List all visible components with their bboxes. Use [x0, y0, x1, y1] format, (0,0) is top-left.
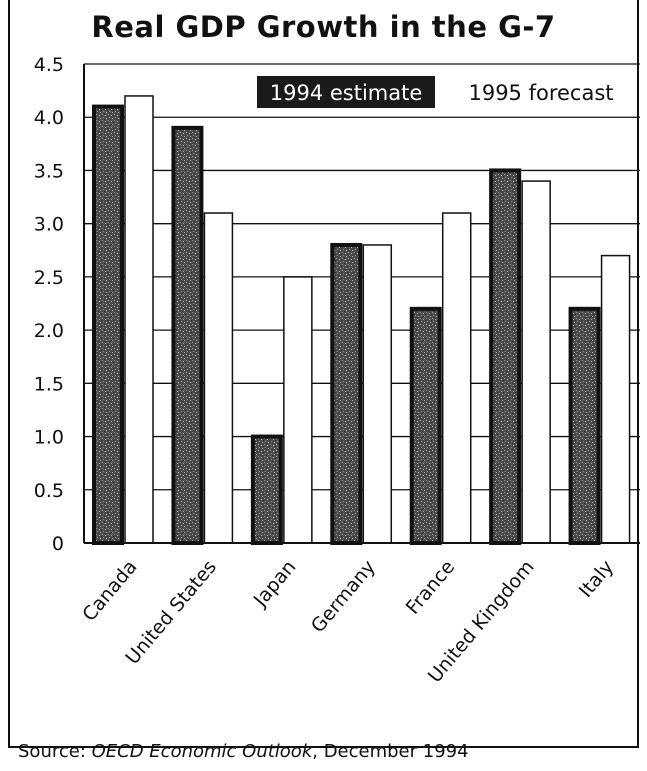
x-tick-label: Canada — [78, 556, 141, 626]
source-publication: OECD Economic Outlook — [91, 741, 313, 762]
legend: 1994 estimate 1995 forecast — [255, 71, 633, 111]
bar-1995-forecast — [521, 180, 551, 544]
bars — [92, 95, 631, 546]
y-tick-label: 3.0 — [34, 214, 64, 236]
bar-1994-estimate — [92, 104, 124, 545]
bar-1995-forecast — [283, 276, 313, 544]
chart-title: Real GDP Growth in the G-7 — [91, 10, 556, 44]
y-tick-label: 1.5 — [34, 373, 64, 395]
y-tick-label: 2.0 — [34, 320, 64, 342]
bar-chart: 00.51.01.52.02.53.03.54.04.5 CanadaUnite… — [34, 54, 640, 687]
bar-1995-forecast — [441, 212, 472, 544]
y-tick-label: 4.0 — [34, 107, 64, 129]
y-tick-label: 3.5 — [34, 160, 64, 182]
bar-1994-estimate — [489, 168, 522, 545]
x-tick-label: Germany — [307, 556, 380, 637]
bar-1995-forecast — [600, 254, 631, 544]
bar-1994-estimate — [330, 242, 363, 545]
source-suffix: , December 1994 — [312, 741, 469, 762]
y-tick-labels: 0 0.5 1.0 1.5 2.0 2.5 3.0 3.5 4.0 4.5 — [34, 54, 64, 555]
y-tick-label: 0.5 — [34, 480, 64, 502]
x-tick-label: Japan — [249, 556, 301, 612]
legend-label-1994-estimate: 1994 estimate — [270, 81, 423, 105]
bar-1994-estimate — [568, 306, 601, 546]
chart-frame — [8, 0, 639, 748]
bar-1995-forecast — [203, 212, 234, 544]
x-tick-label: Italy — [575, 556, 618, 602]
bar-1994-estimate — [171, 125, 204, 545]
legend-swatch-1995-forecast — [452, 76, 630, 108]
source-prefix: Source: — [18, 741, 92, 762]
legend-label-1995-forecast: 1995 forecast — [468, 81, 613, 105]
legend-swatch-1994-estimate — [257, 76, 435, 108]
x-tick-label: France — [402, 556, 459, 619]
bar-1994-estimate — [409, 306, 442, 546]
source-note: Source: OECD Economic Outlook, December … — [18, 741, 469, 762]
y-tick-label: 4.5 — [34, 54, 64, 76]
bar-1995-forecast — [362, 244, 393, 544]
axes — [83, 64, 640, 544]
bar-1994-estimate — [250, 434, 283, 545]
y-tick-label: 0 — [52, 533, 64, 555]
y-tick-label: 1.0 — [34, 427, 64, 449]
y-tick-label: 2.5 — [34, 267, 64, 289]
bar-1995-forecast — [124, 95, 154, 544]
